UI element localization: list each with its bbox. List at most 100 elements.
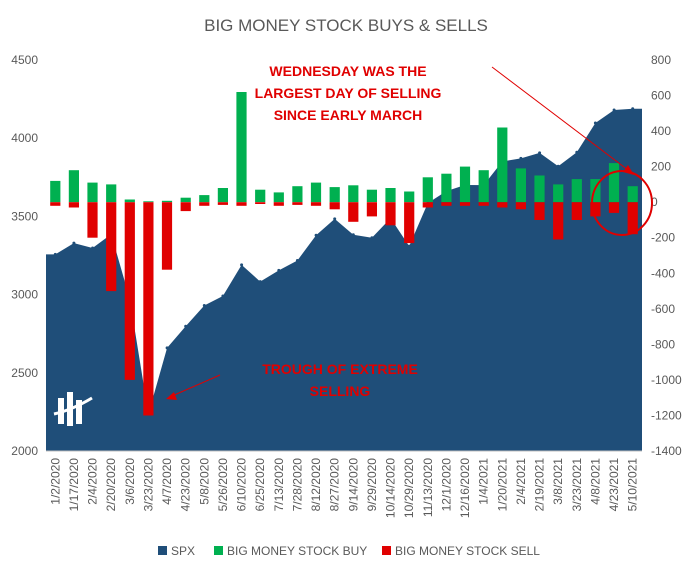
spx-point [314, 233, 318, 237]
legend-label-buy: BIG MONEY STOCK BUY [227, 544, 367, 558]
x-tick-label: 6/25/2020 [253, 458, 267, 512]
buy-bar [199, 195, 210, 203]
x-tick-label: 1/4/2021 [477, 458, 491, 505]
legend-swatch-sell [382, 546, 391, 555]
x-tick-label: 2/4/2020 [86, 458, 100, 505]
sell-bar [217, 202, 228, 205]
sell-bar [627, 202, 638, 235]
sell-bar [87, 202, 98, 238]
buy-bar [255, 189, 266, 203]
spx-point [91, 246, 95, 250]
spx-point [240, 263, 244, 267]
spx-point [184, 324, 188, 328]
sell-bar [459, 202, 471, 206]
x-tick-label: 3/8/2021 [551, 458, 565, 505]
annotation-arrow-line [491, 66, 629, 171]
sell-bar [236, 202, 247, 206]
spx-point [370, 236, 374, 240]
sell-bar [292, 202, 303, 205]
spx-point [593, 121, 597, 125]
x-tick-label: 5/26/2020 [216, 458, 230, 512]
left-y-tick-label: 3000 [11, 288, 38, 302]
sell-bar [366, 202, 377, 217]
right-y-tick-label: -1400 [651, 444, 682, 458]
sell-bar [329, 202, 340, 210]
buy-bar [161, 200, 173, 203]
annotation-arrow-line [171, 374, 221, 397]
buy-bar [590, 179, 601, 203]
spx-point [519, 156, 523, 160]
sell-bar [143, 202, 154, 416]
buy-bar [87, 182, 98, 203]
buy-bar [627, 186, 638, 203]
buy-bar [310, 182, 322, 203]
legend-swatch-buy [214, 546, 223, 555]
sell-bar [180, 202, 191, 212]
sell-bar [124, 202, 135, 380]
x-tick-label: 3/23/2020 [141, 458, 155, 512]
x-tick-label: 12/16/2020 [458, 458, 472, 518]
buy-bar [571, 179, 582, 203]
buy-bar [236, 92, 247, 203]
right-y-tick-label: -600 [651, 302, 675, 316]
left-y-tick-label: 3500 [11, 209, 38, 223]
spx-point [333, 217, 337, 221]
sell-bar [590, 202, 601, 217]
x-tick-label: 5/8/2020 [197, 458, 211, 505]
left-y-tick-label: 4000 [11, 131, 38, 145]
x-tick-label: 1/17/2020 [67, 458, 81, 512]
annotation-line: TROUGH OF EXTREME [262, 361, 418, 377]
annotation-line: SINCE EARLY MARCH [274, 107, 423, 123]
sell-bar [255, 202, 266, 204]
buy-bar [124, 199, 135, 203]
buy-bar [553, 184, 564, 203]
x-tick-label: 4/7/2020 [160, 458, 174, 505]
spx-point [295, 259, 299, 262]
sell-bar [553, 202, 564, 240]
x-tick-label: 7/28/2020 [290, 458, 304, 512]
buy-bar [478, 170, 489, 203]
spx-point [221, 294, 225, 298]
buy-bar [385, 188, 396, 203]
spx-point [258, 280, 262, 284]
right-y-tick-label: -800 [651, 337, 675, 351]
right-y-tick-label: 400 [651, 124, 671, 138]
right-y-tick-label: 0 [651, 195, 658, 209]
sell-bar [404, 202, 415, 244]
buy-bar [515, 168, 526, 203]
buy-bar [459, 166, 471, 203]
sell-bar [608, 202, 620, 213]
x-tick-label: 1/20/2021 [495, 458, 509, 512]
annotation-arrowhead [166, 392, 177, 400]
left-y-tick-label: 2000 [11, 444, 38, 458]
buy-bar [143, 201, 154, 203]
buy-bar [106, 184, 117, 203]
spx-point [351, 233, 355, 237]
right-y-tick-label: 800 [651, 53, 671, 67]
annotation-line: SELLING [310, 383, 371, 399]
sell-bar [161, 202, 173, 270]
spx-point [631, 107, 635, 111]
sell-bar [50, 202, 61, 206]
x-tick-label: 4/23/2021 [607, 458, 621, 512]
right-y-axis: 800 600 400 200 0 -200 -400 -600 -800 -1000 -1200 -… [651, 53, 682, 458]
sell-bar [441, 202, 452, 206]
sell-bar [385, 202, 396, 226]
sell-bar [199, 202, 210, 206]
sell-bar [571, 202, 582, 220]
x-tick-label: 4/23/2020 [179, 458, 193, 512]
x-tick-label: 5/10/2021 [626, 458, 640, 512]
buy-bar [422, 177, 433, 203]
x-tick-label: 10/14/2020 [384, 458, 398, 518]
x-tick-label: 7/13/2020 [272, 458, 286, 512]
buy-bar [50, 180, 61, 203]
x-tick-label: 3/23/2021 [570, 458, 584, 512]
sell-bar [68, 202, 79, 208]
spx-point [72, 241, 76, 245]
legend: SPX BIG MONEY STOCK BUY BIG MONEY STOCK … [158, 544, 540, 558]
sell-bar [515, 202, 526, 210]
brand-logo [53, 392, 93, 426]
spx-point [556, 164, 560, 168]
buy-bar [180, 197, 191, 203]
